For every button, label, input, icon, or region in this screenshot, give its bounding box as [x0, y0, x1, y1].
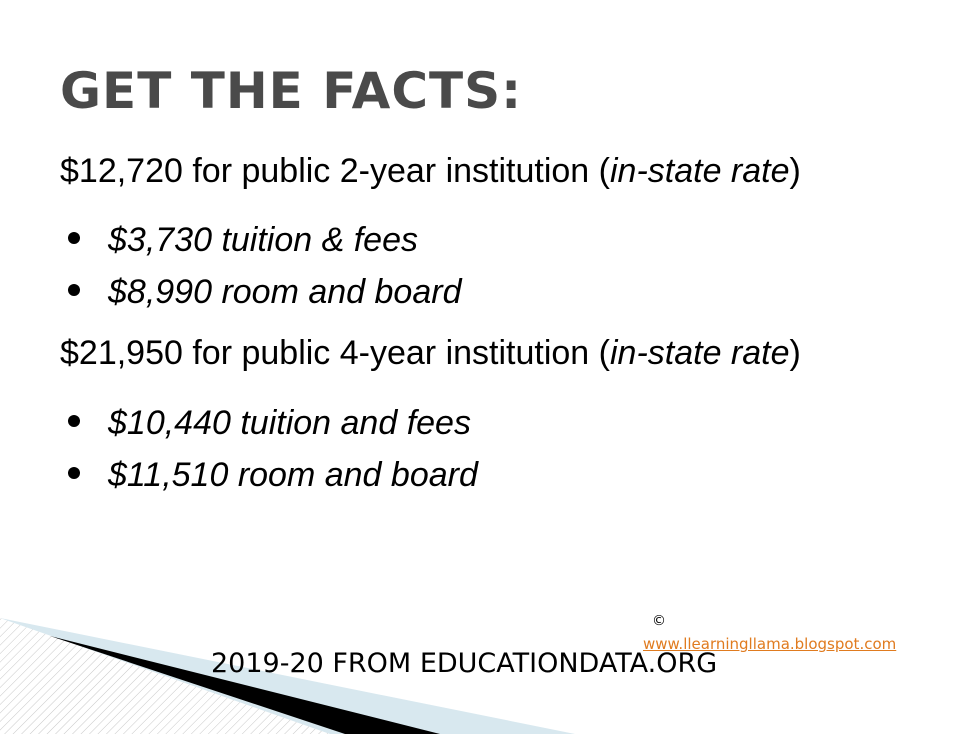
- blog-link[interactable]: www.llearningllama.blogspot.com: [643, 635, 897, 653]
- bullet-item: $10,440 tuition and fees: [68, 404, 471, 443]
- bullet-text: $10,440 tuition and fees: [108, 404, 471, 442]
- bullet-item: $11,510 room and board: [68, 456, 478, 495]
- heading-emphasis: in-state rate: [609, 334, 790, 372]
- heading-end: ): [789, 334, 801, 372]
- blue-band: [0, 618, 575, 734]
- heading-end: ): [789, 152, 801, 190]
- black-band: [50, 636, 440, 734]
- title: GET THE FACTS:: [60, 62, 523, 120]
- bullet-text: $3,730 tuition & fees: [108, 221, 419, 259]
- heading-emphasis: in-state rate: [609, 152, 790, 190]
- section-heading: $12,720 for public 2-year institution (i…: [60, 152, 801, 191]
- section-heading: $21,950 for public 4-year institution (i…: [60, 334, 801, 373]
- heading-text: $21,950 for public 4-year institution (: [60, 334, 610, 372]
- source-note: 2019-20 FROM EDUCATIONDATA.ORG: [211, 648, 718, 679]
- heading-text: $12,720 for public 2-year institution (: [60, 152, 610, 190]
- bullet-text: $8,990 room and board: [108, 273, 462, 311]
- copyright: ©: [652, 613, 666, 629]
- bullet-item: $3,730 tuition & fees: [68, 221, 418, 260]
- bullet-item: $8,990 room and board: [68, 273, 461, 312]
- bullet-text: $11,510 room and board: [108, 456, 478, 494]
